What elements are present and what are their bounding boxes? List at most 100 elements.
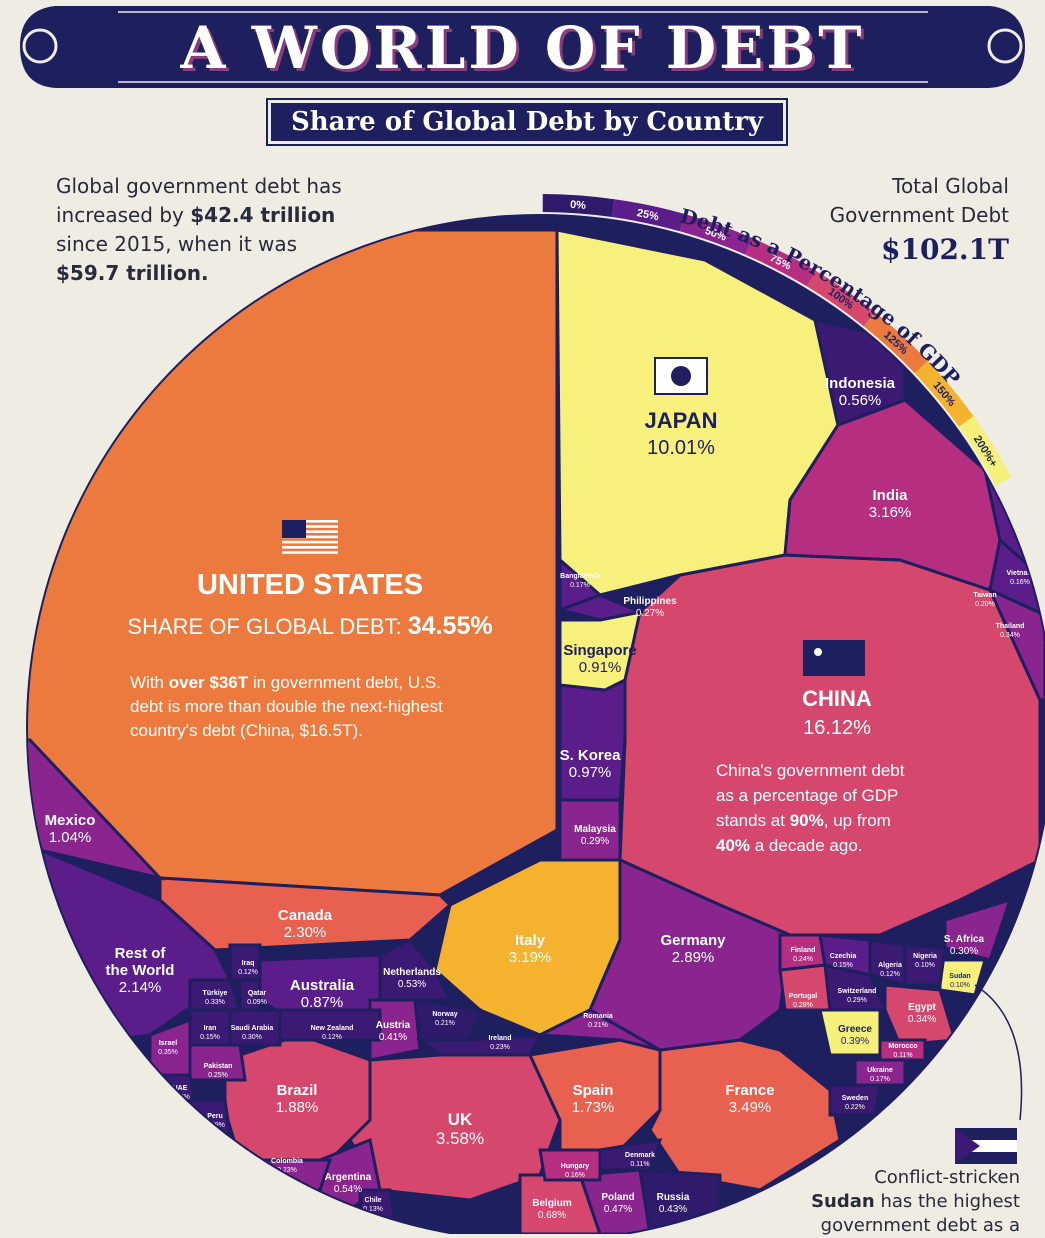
cell-value-greece: 0.39% — [841, 1036, 869, 1047]
cell-label-malaysia: Malaysia — [574, 824, 616, 835]
intro-text: Global government debt has increased by … — [56, 172, 386, 288]
cell-label-italy: Italy — [515, 932, 546, 949]
us-title: UNITED STATES — [197, 569, 423, 601]
cell-s-africa — [943, 897, 1013, 962]
cell-value-denmark: 0.11% — [630, 1161, 649, 1168]
legend-band-3 — [745, 238, 817, 287]
china-note-span-4-1: 40% — [716, 836, 750, 855]
cell-label-norway: Norway — [432, 1011, 457, 1018]
cell-label-qatar: Qatar — [248, 990, 267, 997]
page-subtitle: Share of Global Debt by Country — [266, 98, 788, 146]
cell-label-romania: Romania — [583, 1013, 613, 1020]
sudan-flag-triangle — [955, 1128, 980, 1164]
banner-scroll-right — [934, 6, 1025, 88]
us-note-span-1-0: With — [130, 673, 169, 692]
cell-label-rest-of-the-world-0: Rest of — [115, 945, 167, 962]
cell-label-bangladesh: Bangladesh — [560, 573, 600, 580]
total-label-line-2: Government Debt — [829, 203, 1009, 227]
cell-value-canada: 2.30% — [284, 924, 327, 941]
cell-malaysia — [558, 798, 622, 862]
cell-germany — [588, 857, 792, 1052]
us-flag-stripe — [282, 535, 338, 539]
cell-norway — [413, 998, 482, 1042]
legend-band-1 — [611, 199, 685, 232]
title-banner — [20, 6, 1025, 88]
cell-value-spain: 1.73% — [572, 1099, 615, 1116]
intro-line-2-text: increased by — [56, 203, 191, 227]
cell-value-morocco: 0.11% — [893, 1052, 912, 1059]
cell-value-brazil: 1.88% — [276, 1099, 319, 1116]
cell-label-singapore: Singapore — [563, 642, 636, 659]
cell-value-rest-of-the-world: 2.14% — [119, 979, 162, 996]
cell-value-singapore: 0.91% — [579, 659, 622, 676]
cell-label-czechia: Czechia — [830, 953, 857, 960]
cell-value-switzerland: 0.29% — [847, 997, 867, 1004]
cell-label-australia: Australia — [290, 977, 355, 994]
china-note-line-2: as a percentage of GDP — [716, 786, 898, 805]
us-note-span-3-0: country's debt (China, $16.5T). — [130, 721, 363, 740]
cell-label-pakistan: Pakistan — [204, 1063, 233, 1070]
scroll-ornament-right — [987, 28, 1023, 64]
cell-value-saudi-arabia: 0.30% — [242, 1034, 262, 1041]
cell-egypt — [883, 983, 957, 1047]
banner-background — [112, 6, 934, 88]
cell-label-ireland: Ireland — [489, 1035, 512, 1042]
cell-s-korea — [558, 677, 627, 802]
cell-value-norway: 0.21% — [435, 1020, 455, 1027]
sudan-note-bold: Sudan — [811, 1191, 875, 1212]
cell-label-morocco: Morocco — [888, 1043, 917, 1050]
cell-value-netherlands: 0.53% — [398, 979, 426, 990]
cell-label-uk: UK — [448, 1110, 473, 1129]
cell-label-ecuador: Ecuador — [326, 1225, 354, 1232]
cell-label-japan: JAPAN — [645, 408, 718, 433]
cell-value-india: 3.16% — [869, 504, 912, 521]
cell-value-s-korea: 0.97% — [569, 764, 612, 781]
japan-flag-sun — [671, 366, 691, 386]
cell-value-finland: 0.24% — [793, 956, 813, 963]
cell-uae — [148, 1073, 197, 1112]
cell-value-sweden: 0.22% — [845, 1104, 865, 1111]
cell-value-thailand: 0.34% — [1000, 632, 1020, 639]
cell-value-algeria: 0.12% — [880, 971, 900, 978]
cell-value-romania: 0.21% — [588, 1022, 608, 1029]
cell-value-russia: 0.43% — [659, 1204, 687, 1215]
cell-label-indonesia: Indonesia — [825, 375, 896, 392]
us-note-span-1-1: over $36T — [169, 673, 249, 692]
cell-label-china: CHINA — [802, 686, 872, 711]
legend-band-0 — [542, 194, 615, 218]
cell-label-india: India — [872, 487, 908, 504]
us-flag-canton — [282, 520, 306, 538]
cell-label-portugal: Portugal — [789, 993, 817, 1000]
cell-label-sudan: Sudan — [949, 973, 970, 980]
total-label-line-1: Total Global — [892, 174, 1009, 198]
us-share-line: SHARE OF GLOBAL DEBT: 34.55% — [127, 612, 492, 640]
cell-value-malaysia: 0.29% — [581, 836, 609, 847]
cell-value-austria: 0.41% — [379, 1032, 407, 1043]
cell-qatar — [238, 978, 262, 1012]
cell-label-saudi-arabia: Saudi Arabia — [231, 1025, 274, 1032]
sudan-note-line-2: Sudan has the highest — [800, 1190, 1020, 1214]
cell-denmark — [598, 1138, 663, 1172]
cell-value-vietnam: 0.16% — [1010, 579, 1030, 586]
cell-value-germany: 2.89% — [672, 949, 715, 966]
cell-value-t-rkiye: 0.33% — [205, 999, 225, 1006]
total-value: $102.1T — [881, 233, 1009, 266]
china-note-span-3-1: 90% — [790, 811, 824, 830]
cell-value-iran: 0.15% — [200, 1034, 220, 1041]
cell-hungary — [538, 1148, 602, 1182]
cell-value-bangladesh: 0.17% — [570, 582, 590, 589]
cell-label-s-africa: S. Africa — [944, 934, 985, 945]
cell-value-indonesia: 0.56% — [839, 392, 882, 409]
cell-value-australia: 0.87% — [301, 994, 344, 1011]
legend-tick-1: 25% — [636, 207, 660, 223]
cell-label-s-korea: S. Korea — [560, 747, 622, 764]
china-note-span-4-2: a decade ago. — [750, 836, 862, 855]
cell-label-taiwan: Taiwan — [973, 592, 996, 599]
us-flag-stripe — [282, 551, 338, 554]
legend-band-4 — [806, 270, 876, 327]
cell-value-colombia: 0.23% — [277, 1167, 297, 1174]
cell-value-italy: 3.19% — [509, 949, 552, 966]
sudan-note-line-3: government debt as a — [820, 1215, 1020, 1236]
cell-value-pakistan: 0.25% — [208, 1072, 228, 1079]
sudan-note-line-1: Conflict-stricken — [874, 1167, 1020, 1188]
